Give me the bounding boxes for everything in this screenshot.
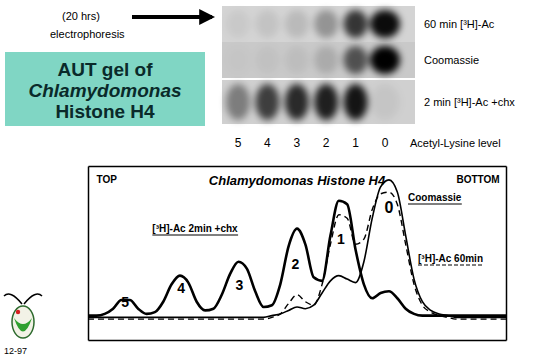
series-label: [³H]-Ac 2min +chx bbox=[152, 223, 238, 234]
gel-band bbox=[370, 84, 400, 120]
axis bbox=[89, 166, 507, 167]
lane-label: Coomassie bbox=[424, 54, 479, 66]
arrow-caption: (20 hrs) bbox=[62, 10, 100, 22]
gel-band bbox=[255, 10, 279, 38]
gel-band bbox=[370, 10, 400, 38]
figure: (20 hrs)electrophoresisAUT gel ofChlamyd… bbox=[0, 0, 540, 360]
gel-band bbox=[344, 46, 368, 74]
trace-line bbox=[88, 192, 506, 319]
date: 12-97 bbox=[4, 346, 27, 356]
gel-band bbox=[285, 46, 309, 74]
axis bbox=[506, 167, 507, 341]
gel-band bbox=[226, 84, 250, 120]
lane-label: 2 min [³H]-Ac +chx bbox=[424, 96, 515, 108]
lane-label: 60 min [³H]-Ac bbox=[424, 18, 495, 30]
gel-band bbox=[226, 10, 250, 38]
level-label: 3 bbox=[293, 136, 300, 150]
flagellum bbox=[4, 294, 22, 304]
arrow bbox=[132, 15, 212, 19]
peak-label: 3 bbox=[235, 277, 243, 293]
peak-label: 4 bbox=[177, 280, 185, 296]
gel-lane bbox=[222, 80, 415, 124]
gel-band bbox=[255, 84, 279, 120]
arrow-caption: electrophoresis bbox=[50, 28, 125, 40]
series-label: Coomassie bbox=[408, 192, 462, 203]
series-label-underline bbox=[408, 203, 462, 204]
cell-body bbox=[12, 306, 34, 338]
chart-title: Chlamydomonas Histone H4 bbox=[209, 173, 386, 188]
level-label: 2 bbox=[323, 136, 330, 150]
trace-line bbox=[88, 201, 506, 316]
cell-icon bbox=[4, 294, 42, 338]
title-line: AUT gel of bbox=[58, 59, 154, 80]
gel-lane bbox=[222, 42, 415, 78]
title-line: Chlamydomonas bbox=[28, 80, 181, 101]
peak-label: 1 bbox=[337, 231, 345, 247]
axis-line bbox=[89, 166, 507, 168]
gel-band bbox=[226, 46, 250, 74]
axis-line bbox=[89, 340, 507, 342]
gel-band bbox=[285, 84, 309, 120]
level-label: 5 bbox=[235, 136, 242, 150]
gel bbox=[222, 6, 415, 124]
level-axis-label: Acetyl-Lysine level bbox=[410, 137, 501, 149]
trace-line bbox=[88, 180, 506, 317]
gel-band bbox=[370, 46, 400, 74]
chloroplast bbox=[14, 318, 32, 332]
gel-band bbox=[344, 10, 368, 38]
series-label-underline bbox=[152, 234, 238, 235]
peak-label: 5 bbox=[121, 294, 129, 310]
series-label: [³H]-Ac 60min bbox=[418, 253, 483, 264]
peak-label: 2 bbox=[291, 256, 299, 272]
series-label-underline bbox=[418, 264, 483, 265]
level-label: 4 bbox=[264, 136, 271, 150]
axis bbox=[89, 340, 507, 341]
gel-band bbox=[255, 46, 279, 74]
title-box bbox=[5, 52, 205, 126]
level-label: 0 bbox=[382, 136, 389, 150]
eyespot bbox=[16, 310, 20, 314]
gel-band bbox=[314, 46, 338, 74]
flagellum bbox=[24, 294, 42, 304]
plot-area bbox=[88, 180, 506, 319]
end-label: TOP bbox=[97, 174, 118, 185]
peak-label: 0 bbox=[385, 199, 394, 216]
gel-band bbox=[314, 84, 338, 120]
title-line: Histone H4 bbox=[55, 101, 155, 122]
gel-band bbox=[314, 10, 338, 38]
gel-band bbox=[344, 84, 368, 120]
gel-lane bbox=[222, 6, 415, 42]
level-label: 1 bbox=[352, 136, 359, 150]
gel-band bbox=[285, 10, 309, 38]
end-label: BOTTOM bbox=[456, 174, 499, 185]
